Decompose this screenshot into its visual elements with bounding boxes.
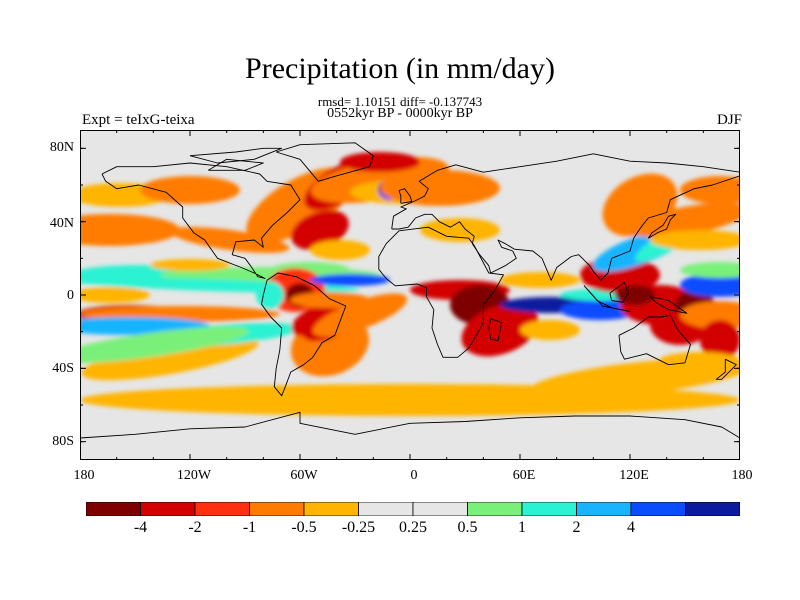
x-tick-label: 60W [290,468,318,483]
precip-anomaly-patch [312,293,408,337]
colorbar-swatch [630,502,686,516]
colorbar-swatch [249,502,305,516]
coastline [488,318,503,342]
coastline [189,147,283,164]
precip-anomaly-patch [520,320,580,340]
coastline [391,153,740,281]
colorbar-label: 0.5 [457,519,478,536]
x-tick-label: 180 [73,468,95,483]
precip-anomaly-patch [80,214,180,246]
precip-anomaly-patch [650,230,740,250]
coastline [378,226,504,358]
colorbar-swatch [358,502,414,516]
precip-anomaly-patch [80,287,150,303]
colorbar-label: 0.25 [399,519,427,536]
precip-anomaly-patch [340,152,420,172]
colorbar-swatch [194,502,250,516]
season-label: DJF [716,112,742,128]
precip-anomaly-patch [680,176,740,204]
precip-anomaly-patch [660,352,740,368]
colorbar-label: -1 [242,519,257,536]
colorbar-label: 1 [518,519,526,536]
period-label: 0552kyr BP - 0000kyr BP [327,106,473,121]
stats-line: rmsd= 1.10151 diff= -0.137743 [317,94,483,109]
colorbar-label: -2 [188,519,202,536]
precip-anomaly-patch [630,202,740,238]
precip-anomaly-patch [81,335,259,381]
precip-anomaly-patch [680,262,740,278]
y-tick-label: 40S [52,361,74,376]
precip-anomaly-patch [170,227,290,253]
coastline [583,285,631,312]
precip-anomaly-patch [140,176,240,204]
colorbar-swatch [412,502,468,516]
colorbar-swatch [521,502,577,516]
precip-anomaly-patch [291,210,349,250]
precip-anomaly-patch [500,272,580,288]
x-tick-label: 0 [410,468,418,483]
precip-anomaly-patch [256,281,284,309]
precip-anomaly-patch [615,285,655,305]
precip-anomaly-patch [150,259,230,271]
coastline [208,158,264,171]
chart-title: Precipitation (in mm/day) [245,52,555,85]
coastline [609,281,629,303]
coastline [649,296,688,314]
colorbar-label: 4 [627,519,635,536]
precip-anomaly-patch [700,320,740,360]
precip-anomaly-patch [530,358,740,398]
colorbar-swatch [86,502,141,516]
precipitation-map [80,130,740,460]
precip-anomaly-patch [310,240,370,260]
colorbar-swatch [685,502,740,516]
experiment-label: Expt = teIxG-teixa [82,112,195,128]
coastline [101,162,301,279]
colorbar-swatch [576,502,632,516]
colorbar-label: -4 [133,519,148,536]
colorbar-label: 2 [572,519,581,536]
colorbar-label: -0.5 [291,519,317,536]
y-tick-label: 80N [49,140,74,155]
colorbar-label: -0.25 [341,519,376,536]
precip-anomaly-patch [380,170,500,206]
y-tick-label: 0 [67,288,74,303]
x-tick-label: 120W [176,468,212,483]
precip-anomaly-patch [310,274,390,286]
coastline [647,213,677,239]
x-tick-label: 60E [512,468,536,483]
precip-anomaly-patch [80,326,250,364]
colorbar-swatch [467,502,523,516]
y-tick-label: 40N [49,216,74,231]
coastline [276,142,374,182]
precip-anomaly-patch [420,218,500,242]
y-tick-label: 80S [52,434,74,449]
colorbar-swatch [140,502,196,516]
colorbar [86,502,740,516]
coastline [80,411,740,439]
coastline [398,188,413,204]
precip-field [80,152,740,416]
coastline [618,314,691,366]
coastline [261,272,347,397]
colorbar-swatch [303,502,359,516]
x-tick-label: 180 [731,468,753,483]
coastlines [80,142,740,439]
x-tick-label: 120E [619,468,649,483]
precip-anomaly-patch [680,273,740,297]
coastline [715,358,737,380]
